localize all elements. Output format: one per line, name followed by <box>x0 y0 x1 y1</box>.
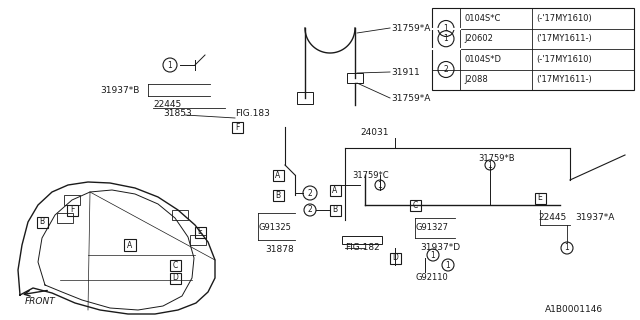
Text: B: B <box>332 205 337 214</box>
Text: ('17MY1611-): ('17MY1611-) <box>536 75 592 84</box>
Bar <box>330 185 340 196</box>
Text: 1: 1 <box>444 34 449 43</box>
Bar <box>170 260 180 270</box>
Text: 22445: 22445 <box>538 213 566 222</box>
Text: 22445: 22445 <box>153 100 181 108</box>
Text: D: D <box>392 253 398 262</box>
Text: 1: 1 <box>444 24 449 33</box>
Text: D: D <box>172 274 178 283</box>
Bar <box>410 199 420 211</box>
Bar <box>330 204 340 215</box>
Bar <box>534 193 545 204</box>
Bar <box>36 217 47 228</box>
Text: 31911: 31911 <box>391 68 420 76</box>
Bar <box>124 239 136 251</box>
Bar <box>64 195 80 205</box>
Text: 1: 1 <box>564 244 570 252</box>
Bar <box>190 235 206 245</box>
Text: A: A <box>332 186 338 195</box>
Text: C: C <box>412 201 418 210</box>
Text: 31878: 31878 <box>265 245 294 254</box>
Text: 1: 1 <box>378 180 382 189</box>
Text: 31853: 31853 <box>163 108 192 117</box>
Text: FIG.183: FIG.183 <box>235 108 270 117</box>
Text: F: F <box>235 123 239 132</box>
Text: (-'17MY1610): (-'17MY1610) <box>536 55 592 64</box>
Text: 24031: 24031 <box>360 127 388 137</box>
Text: 1: 1 <box>445 260 451 269</box>
Text: F: F <box>70 205 74 214</box>
Text: A: A <box>127 241 132 250</box>
Text: 1: 1 <box>168 60 172 69</box>
Bar <box>273 189 284 201</box>
Bar <box>172 210 188 220</box>
Bar <box>342 236 382 244</box>
Text: E: E <box>198 228 202 236</box>
Bar <box>170 273 180 284</box>
Text: 0104S*C: 0104S*C <box>464 14 500 23</box>
Text: G91325: G91325 <box>258 223 291 233</box>
Text: B: B <box>275 190 280 199</box>
Text: C: C <box>172 260 178 269</box>
Text: 31759*C: 31759*C <box>352 171 388 180</box>
Text: A: A <box>275 171 280 180</box>
Text: E: E <box>538 194 542 203</box>
Text: 31937*A: 31937*A <box>575 213 614 222</box>
Text: ('17MY1611-): ('17MY1611-) <box>536 34 592 43</box>
Bar <box>390 252 401 263</box>
Text: 31937*D: 31937*D <box>420 244 460 252</box>
Text: A1B0001146: A1B0001146 <box>545 306 603 315</box>
Text: 0104S*D: 0104S*D <box>464 55 501 64</box>
Text: 1: 1 <box>431 251 435 260</box>
Bar <box>347 73 363 83</box>
Text: FRONT: FRONT <box>25 298 56 307</box>
Text: 31759*A: 31759*A <box>391 93 430 102</box>
Text: 31759*B: 31759*B <box>478 154 515 163</box>
Text: J20602: J20602 <box>464 34 493 43</box>
Text: 2: 2 <box>308 205 312 214</box>
Text: 31937*B: 31937*B <box>100 85 140 94</box>
Text: 2: 2 <box>444 65 449 74</box>
Bar <box>432 8 634 90</box>
Text: B: B <box>40 218 45 227</box>
Text: FIG.182: FIG.182 <box>345 244 380 252</box>
Bar <box>273 170 284 180</box>
Text: 2: 2 <box>308 188 312 197</box>
Text: G92110: G92110 <box>415 274 448 283</box>
Bar <box>67 204 77 215</box>
Text: 1: 1 <box>488 161 492 170</box>
Bar <box>232 122 243 132</box>
Bar <box>57 213 73 223</box>
Text: (-'17MY1610): (-'17MY1610) <box>536 14 592 23</box>
Text: G91327: G91327 <box>415 223 448 233</box>
Text: 31759*A: 31759*A <box>391 23 430 33</box>
Bar <box>195 227 205 237</box>
Text: J2088: J2088 <box>464 75 488 84</box>
